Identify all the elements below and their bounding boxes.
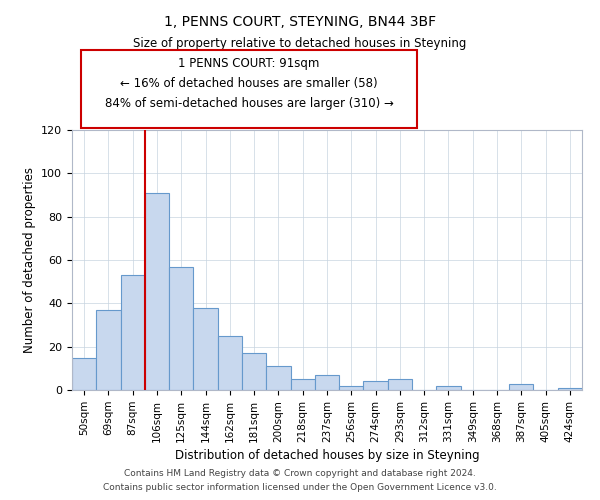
Bar xyxy=(218,336,242,390)
Text: Size of property relative to detached houses in Steyning: Size of property relative to detached ho… xyxy=(133,38,467,51)
Bar xyxy=(388,379,412,390)
Bar xyxy=(509,384,533,390)
Text: 1 PENNS COURT: 91sqm: 1 PENNS COURT: 91sqm xyxy=(178,58,320,70)
Text: 1, PENNS COURT, STEYNING, BN44 3BF: 1, PENNS COURT, STEYNING, BN44 3BF xyxy=(164,15,436,29)
Text: 84% of semi-detached houses are larger (310) →: 84% of semi-detached houses are larger (… xyxy=(104,98,394,110)
Text: ← 16% of detached houses are smaller (58): ← 16% of detached houses are smaller (58… xyxy=(120,78,378,90)
Bar xyxy=(315,375,339,390)
Text: Contains HM Land Registry data © Crown copyright and database right 2024.: Contains HM Land Registry data © Crown c… xyxy=(124,468,476,477)
Bar xyxy=(266,366,290,390)
Bar xyxy=(193,308,218,390)
Bar xyxy=(436,386,461,390)
Bar xyxy=(290,379,315,390)
Y-axis label: Number of detached properties: Number of detached properties xyxy=(23,167,35,353)
Bar xyxy=(72,358,96,390)
Bar xyxy=(145,193,169,390)
X-axis label: Distribution of detached houses by size in Steyning: Distribution of detached houses by size … xyxy=(175,449,479,462)
Text: Contains public sector information licensed under the Open Government Licence v3: Contains public sector information licen… xyxy=(103,484,497,492)
Bar xyxy=(169,266,193,390)
Bar xyxy=(558,388,582,390)
Bar xyxy=(364,382,388,390)
Bar xyxy=(242,353,266,390)
Bar xyxy=(121,275,145,390)
Bar xyxy=(339,386,364,390)
Bar xyxy=(96,310,121,390)
